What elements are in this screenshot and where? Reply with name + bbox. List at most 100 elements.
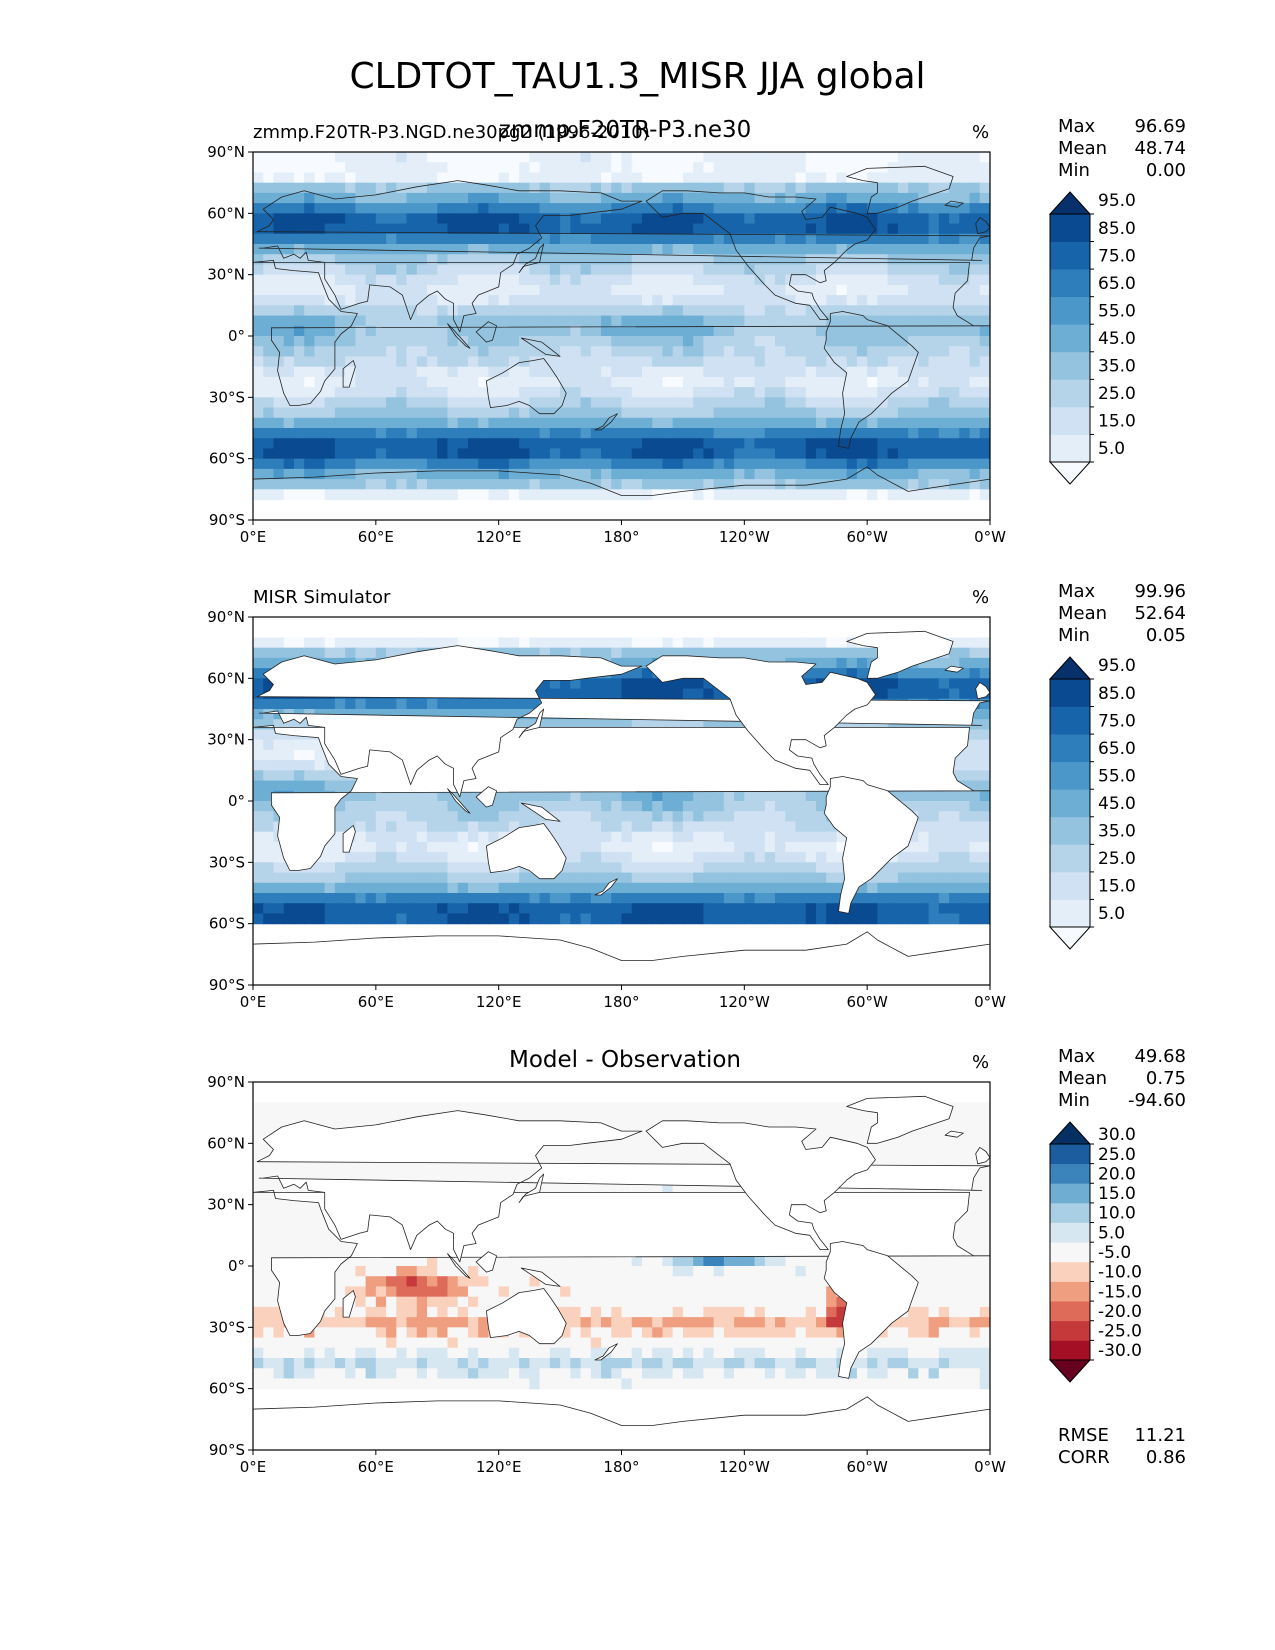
stat-label: Min — [1058, 625, 1090, 646]
grid-cell — [590, 428, 602, 439]
grid-cell — [795, 336, 807, 347]
grid-cell — [437, 801, 449, 812]
grid-cell — [570, 821, 582, 833]
grid-cell — [406, 458, 418, 470]
grid-cell — [703, 801, 715, 812]
grid-cell — [979, 366, 990, 378]
grid-cell — [539, 688, 551, 700]
grid-cell — [263, 274, 275, 286]
grid-cell — [908, 244, 919, 255]
grid-cell — [386, 438, 397, 450]
grid-cell — [734, 882, 745, 894]
grid-cell — [785, 387, 797, 398]
grid-cell — [641, 376, 653, 388]
grid-cell — [580, 366, 592, 378]
grid-cell — [846, 254, 858, 266]
grid-cell — [283, 346, 295, 358]
grid-cell — [652, 305, 664, 317]
grid-cell — [355, 709, 367, 720]
grid-cell — [826, 1112, 838, 1124]
grid-cell — [498, 336, 510, 347]
grid-cell — [304, 325, 316, 337]
grid-cell — [263, 346, 275, 358]
grid-cell — [856, 1112, 868, 1124]
grid-cell — [601, 325, 612, 337]
grid-cell — [416, 203, 428, 214]
grid-cell — [365, 872, 377, 884]
x-tick-label: 180° — [603, 528, 639, 546]
grid-cell — [590, 233, 602, 245]
grid-cell — [949, 172, 960, 184]
grid-cell — [601, 458, 612, 470]
grid-cell — [979, 152, 990, 163]
grid-cell — [273, 254, 285, 266]
grid-cell — [754, 801, 766, 812]
grid-cell — [723, 356, 735, 368]
grid-cell — [488, 233, 500, 245]
grid-cell — [508, 233, 520, 245]
grid-cell — [979, 305, 990, 317]
grid-cell — [918, 489, 930, 501]
grid-cell — [304, 203, 316, 214]
grid-cell — [406, 489, 418, 501]
grid-cell — [355, 254, 367, 266]
grid-cell — [682, 1102, 694, 1114]
grid-cell — [273, 872, 285, 884]
grid-cell — [488, 315, 500, 327]
grid-cell — [938, 244, 950, 255]
grid-cell — [969, 719, 981, 731]
grid-cell — [375, 417, 387, 429]
grid-cell — [314, 397, 326, 409]
grid-cell — [375, 831, 387, 843]
grid-cell — [437, 346, 449, 358]
grid-cell — [693, 790, 704, 802]
grid-cell — [641, 366, 653, 378]
grid-cell — [273, 1102, 285, 1114]
colorbar-label: 15.0 — [1098, 877, 1136, 897]
grid-cell — [396, 882, 408, 894]
grid-cell — [918, 182, 930, 194]
grid-cell — [949, 203, 960, 214]
grid-cell — [447, 709, 459, 720]
grid-cell — [304, 213, 316, 225]
grid-cell — [713, 356, 725, 368]
grid-cell — [549, 1143, 561, 1155]
grid-cell — [795, 852, 807, 863]
grid-cell — [713, 647, 725, 659]
grid-cell — [621, 479, 633, 490]
grid-cell — [938, 213, 950, 225]
grid-cell — [396, 152, 408, 163]
grid-cell — [549, 479, 561, 490]
grid-cell — [826, 387, 838, 398]
grid-cell — [703, 841, 715, 853]
grid-cell — [467, 162, 479, 174]
grid-cell — [427, 315, 438, 327]
grid-cell — [386, 213, 397, 225]
grid-cell — [754, 244, 766, 255]
grid-cell — [723, 346, 735, 358]
grid-cell — [662, 152, 674, 163]
grid-cell — [253, 152, 264, 163]
colorbar-segment — [1050, 789, 1090, 818]
grid-cell — [631, 468, 643, 480]
grid-cell — [734, 295, 745, 306]
grid-cell — [846, 397, 858, 409]
grid-cell — [959, 688, 971, 700]
grid-cell — [672, 821, 684, 833]
grid-cell — [437, 152, 449, 163]
grid-cell — [334, 821, 346, 833]
grid-cell — [590, 295, 602, 306]
grid-cell — [498, 913, 510, 925]
grid-cell — [734, 325, 745, 337]
grid-cell — [447, 1102, 459, 1114]
grid-cell — [375, 428, 387, 439]
grid-cell — [375, 284, 387, 296]
grid-cell — [672, 233, 684, 245]
grid-cell — [304, 739, 316, 751]
grid-cell — [365, 811, 377, 823]
grid-cell — [590, 203, 602, 214]
grid-cell — [508, 213, 520, 225]
grid-cell — [744, 647, 756, 659]
grid-cell — [437, 397, 449, 409]
grid-cell — [539, 397, 551, 409]
